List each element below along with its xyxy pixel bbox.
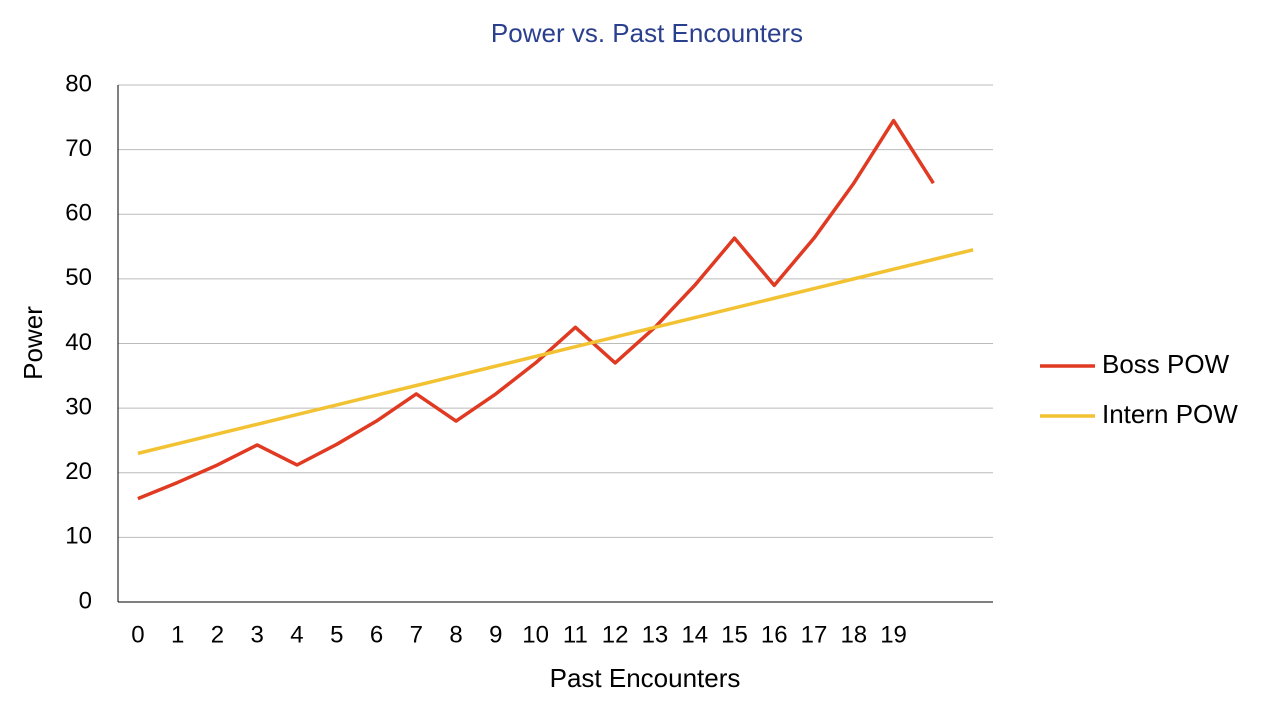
y-tick-label: 80 [65,70,92,97]
x-tick-label: 14 [681,621,708,648]
legend-label: Boss POW [1102,349,1230,379]
y-tick-label: 30 [65,393,92,420]
y-tick-label: 40 [65,329,92,356]
x-tick-label: 17 [801,621,828,648]
chart-title: Power vs. Past Encounters [491,18,803,48]
x-tick-label: 18 [840,621,867,648]
x-tick-label: 3 [251,621,264,648]
y-tick-label: 50 [65,264,92,291]
x-tick-label: 13 [642,621,669,648]
x-tick-label: 15 [721,621,748,648]
x-tick-label: 11 [563,621,588,648]
y-tick-label: 20 [65,458,92,485]
x-tick-label: 5 [330,621,343,648]
x-tick-label: 16 [761,621,788,648]
x-tick-label: 4 [290,621,303,648]
x-tick-label: 6 [370,621,383,648]
series-line [137,118,935,501]
x-tick-label: 2 [211,621,224,648]
x-tick-label: 10 [522,621,549,648]
y-tick-label: 70 [65,135,92,162]
y-tick-label: 60 [65,200,92,227]
x-tick-label: 7 [410,621,423,648]
series-line [137,248,974,456]
x-tick-label: 0 [131,621,144,648]
y-tick-label: 0 [79,587,92,614]
x-tick-label: 8 [449,621,462,648]
x-axis-label: Past Encounters [550,663,741,693]
y-axis-label: Power [18,306,48,380]
y-tick-label: 10 [65,523,92,550]
x-tick-label: 9 [489,621,502,648]
x-tick-label: 1 [171,621,184,648]
legend-label: Intern POW [1102,399,1238,429]
x-tick-label: 12 [602,621,629,648]
x-tick-label: 19 [880,621,907,648]
